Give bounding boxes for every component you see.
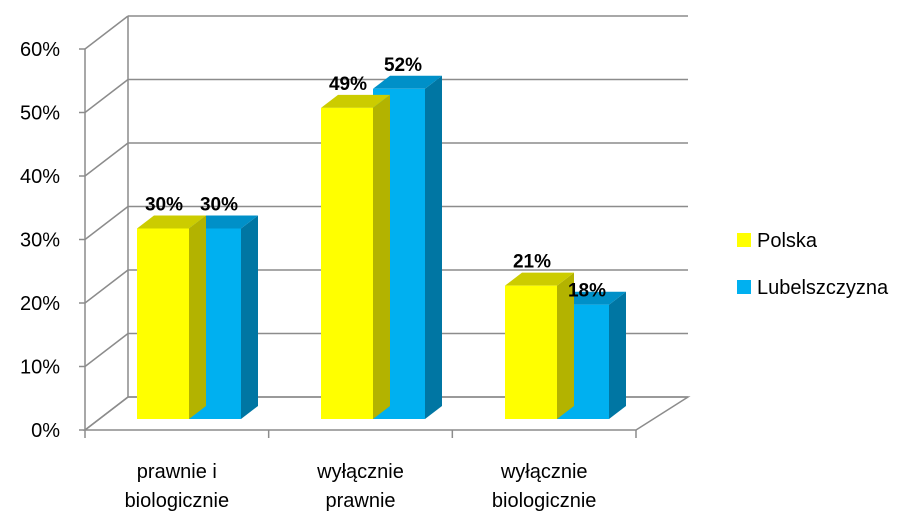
- legend-label: Lubelszczyzna: [757, 277, 889, 299]
- y-tick-label: 20%: [20, 293, 60, 315]
- bar-front: [505, 285, 557, 419]
- data-labels: 30% 49% 21% 30% 52% 18%: [145, 55, 606, 302]
- gridline-diagonal: [84, 142, 129, 177]
- legend-label: Polska: [757, 230, 818, 252]
- data-label: 30%: [200, 195, 238, 216]
- y-tick-label: 0%: [31, 420, 60, 442]
- bar-front: [137, 228, 189, 419]
- bar-top: [373, 75, 442, 89]
- bar-polska-1: [321, 94, 390, 419]
- bar-top: [137, 215, 206, 229]
- data-label: 30%: [145, 195, 183, 216]
- legend-swatch-polska: [737, 233, 751, 247]
- gridline-diagonal: [84, 332, 129, 368]
- bar-polska-2: [505, 272, 574, 419]
- bar-top: [321, 94, 390, 108]
- gridline-diagonal: [84, 269, 129, 304]
- gridline-diagonal: [84, 15, 129, 50]
- x-tick-label: prawnie: [325, 490, 395, 512]
- legend-swatch-lubelszczyzna: [737, 280, 751, 294]
- axes: 0% 10% 20% 30% 40% 50% 60% prawnie i biologiczni…: [20, 16, 691, 512]
- bar-top: [189, 215, 258, 229]
- bar-top: [557, 291, 626, 305]
- x-tick-label: wyłącznie: [316, 461, 404, 483]
- bar-side: [373, 94, 390, 419]
- bars: [137, 75, 626, 420]
- y-tick-label: 30%: [20, 230, 60, 252]
- bar-side: [241, 215, 258, 419]
- bar-side: [425, 75, 442, 420]
- bar-side: [609, 291, 626, 419]
- y-tick-label: 60%: [20, 39, 60, 61]
- bar-front: [321, 107, 373, 419]
- legend: Polska Lubelszczyzna: [737, 230, 889, 299]
- data-label: 18%: [568, 281, 606, 302]
- x-tick-label: wyłącznie: [500, 461, 588, 483]
- bar-side: [557, 272, 574, 419]
- gridline-diagonal: [84, 205, 129, 241]
- x-tick-label: prawnie i: [137, 461, 217, 483]
- y-tick-label: 50%: [20, 103, 60, 125]
- gridline-diagonal: [84, 78, 129, 114]
- bar-side: [189, 215, 206, 419]
- x-tick-label: biologicznie: [125, 490, 230, 512]
- data-label: 52%: [384, 55, 422, 76]
- y-tick-label: 40%: [20, 166, 60, 188]
- data-label: 21%: [513, 252, 551, 273]
- x-tick-label: biologicznie: [492, 490, 597, 512]
- bar-polska-0: [137, 215, 206, 419]
- y-tick-label: 10%: [20, 357, 60, 379]
- data-label: 49%: [329, 74, 367, 95]
- bar-top: [505, 272, 574, 286]
